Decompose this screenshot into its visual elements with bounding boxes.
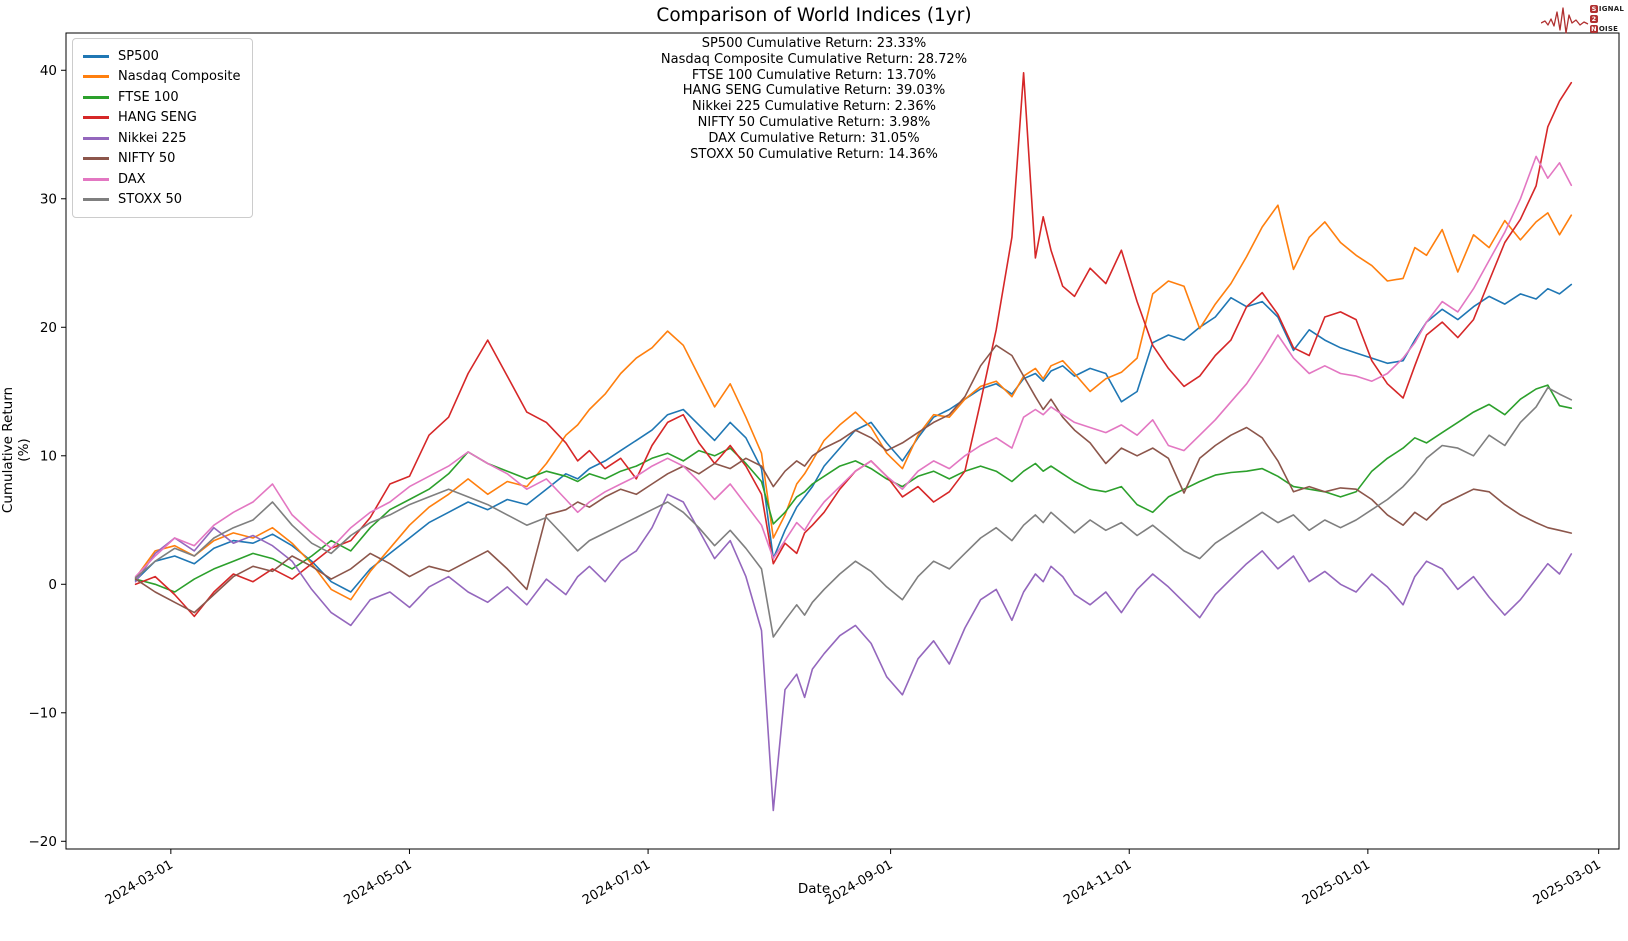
annotation-line: Nikkei 225 Cumulative Return: 2.36% (692, 99, 936, 115)
logo-row: S IGNAL (1589, 5, 1624, 13)
logo-box-2: 2 (1589, 15, 1598, 23)
y-tick-label: −10 (29, 705, 58, 721)
series-line-ftse-100 (134, 384, 1573, 593)
chart-title: Comparison of World Indices (1yr) (656, 5, 972, 26)
y-tick-label: 30 (40, 191, 57, 207)
legend-item-dax: DAX (83, 169, 240, 190)
legend-line-swatch (83, 95, 109, 99)
annotation-line: DAX Cumulative Return: 31.05% (708, 130, 920, 146)
legend-item-label: SP500 (118, 48, 159, 64)
signal2noise-logo: S IGNAL 2 N OISE (1540, 3, 1624, 35)
series-line-stoxx-50 (134, 386, 1573, 638)
y-axis-label: Cumulative Return (%) (0, 386, 32, 514)
legend-line-swatch (83, 198, 109, 202)
series-line-dax (134, 155, 1573, 578)
annotation-line: Nasdaq Composite Cumulative Return: 28.7… (660, 51, 968, 67)
y-tick-label: 20 (40, 320, 57, 336)
series-line-hang-seng (134, 72, 1573, 618)
series-line-nikkei-225 (134, 493, 1573, 812)
x-axis-label: Date (797, 881, 831, 897)
legend-item-ftse-100: FTSE 100 (83, 87, 240, 108)
legend-item-label: Nikkei 225 (118, 130, 187, 146)
annotation-line: STOXX 50 Cumulative Return: 14.36% (690, 146, 938, 162)
y-tick-label: −20 (29, 834, 58, 850)
y-tick-label: 10 (40, 448, 57, 464)
series-line-sp500 (134, 283, 1573, 593)
returns-annotation-block: SP500 Cumulative Return: 23.33% Nasdaq Co… (0, 36, 1628, 162)
logo-box-s: S (1589, 5, 1598, 13)
annotation-line: SP500 Cumulative Return: 23.33% (701, 36, 927, 51)
legend-line-swatch (83, 157, 109, 161)
annotation-line: HANG SENG Cumulative Return: 39.03% (682, 83, 946, 99)
y-tick-label: 0 (48, 577, 57, 593)
y-tick-label: 40 (40, 63, 57, 79)
series-line-nifty-50 (134, 344, 1573, 614)
legend-item-label: STOXX 50 (118, 192, 183, 208)
heartbeat-waveform-icon (1540, 7, 1589, 34)
logo-text: S IGNAL 2 N OISE (1589, 4, 1624, 34)
legend-item-hang-seng: HANG SENG (83, 108, 240, 129)
legend-line-swatch (83, 177, 109, 181)
legend-item-nasdaq-composite: Nasdaq Composite (83, 67, 240, 88)
logo-box-n: N (1589, 25, 1598, 33)
legend-line-swatch (83, 75, 109, 79)
legend-item-stoxx-50: STOXX 50 (83, 190, 240, 211)
legend-item-nifty-50: NIFTY 50 (83, 149, 240, 170)
legend-item-label: Nasdaq Composite (118, 69, 241, 85)
annotation-line: NIFTY 50 Cumulative Return: 3.98% (697, 114, 931, 130)
axes-spines (65, 32, 1620, 850)
legend-item-sp500: SP500 (83, 46, 240, 67)
legend-line-swatch (83, 136, 109, 140)
legend-item-label: HANG SENG (118, 110, 197, 126)
legend-item-label: DAX (118, 171, 146, 187)
legend: SP500 Nasdaq Composite FTSE 100 HANG SENG Ni… (72, 38, 254, 218)
legend-line-swatch (83, 116, 109, 120)
legend-item-nikkei-225: Nikkei 225 (83, 128, 240, 149)
logo-row: N OISE (1589, 25, 1619, 33)
legend-line-swatch (83, 54, 109, 58)
legend-item-label: NIFTY 50 (118, 151, 176, 167)
legend-item-label: FTSE 100 (118, 89, 179, 105)
logo-row: 2 (1589, 14, 1624, 24)
annotation-line: FTSE 100 Cumulative Return: 13.70% (691, 67, 937, 83)
series-line-nasdaq-composite (134, 204, 1573, 601)
